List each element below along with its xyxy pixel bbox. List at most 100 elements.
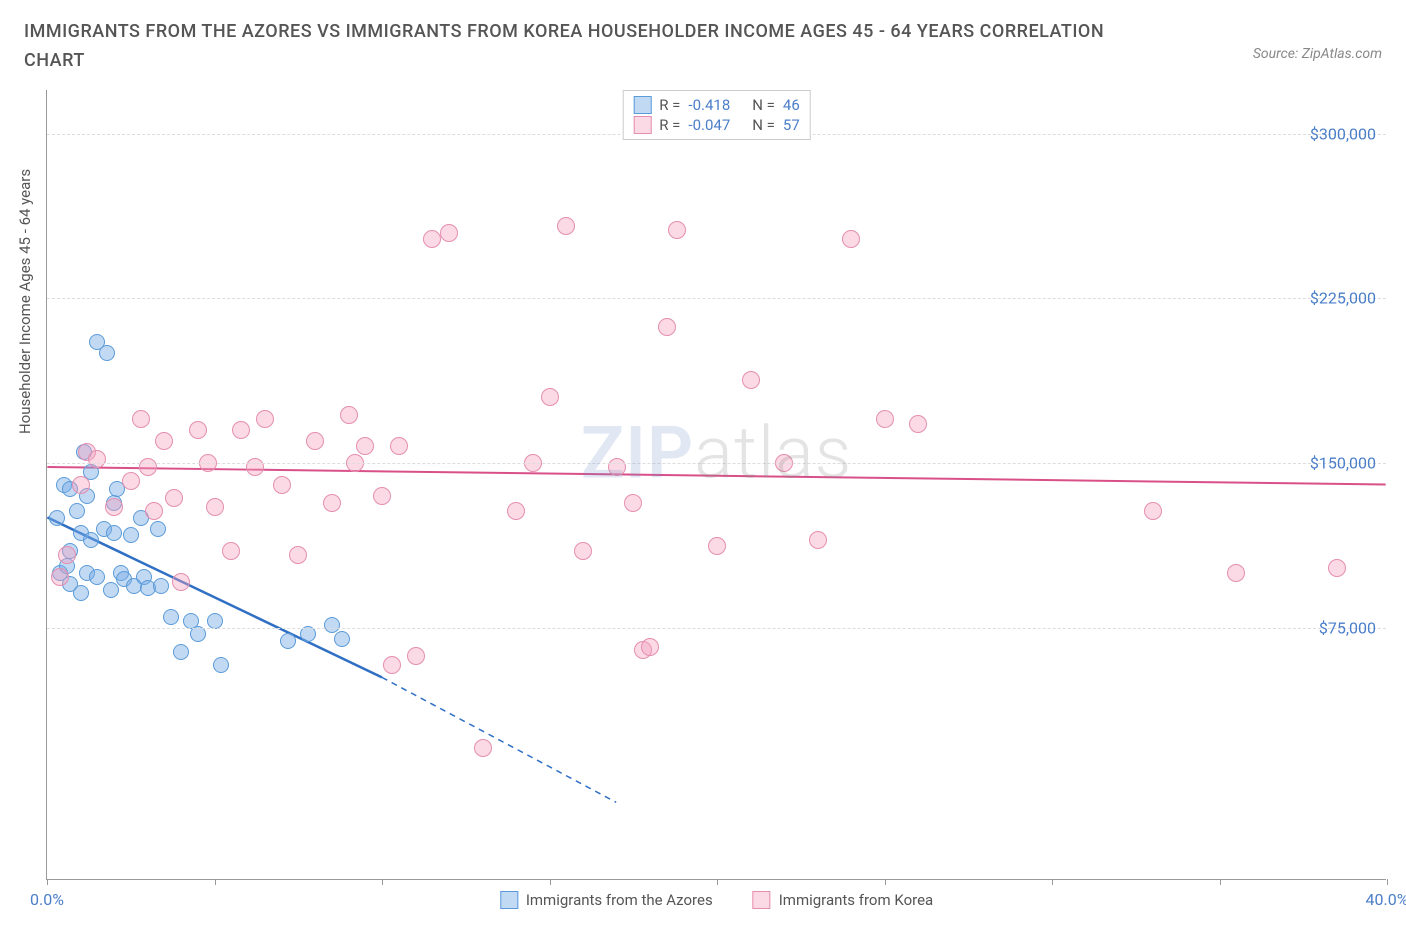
n-label: N =	[752, 96, 775, 114]
legend-item-korea: Immigrants from Korea	[753, 891, 933, 909]
point-korea	[641, 638, 659, 656]
x-tick	[1052, 879, 1053, 885]
point-korea	[306, 432, 324, 450]
point-korea	[373, 487, 391, 505]
legend-label-azores: Immigrants from the Azores	[526, 891, 713, 909]
x-tick	[1220, 879, 1221, 885]
point-korea	[88, 450, 106, 468]
x-tick	[382, 879, 383, 885]
legend-swatch-korea	[633, 116, 651, 134]
point-korea	[557, 217, 575, 235]
point-korea	[222, 542, 240, 560]
y-axis-title: Householder Income Ages 45 - 64 years	[16, 168, 34, 433]
point-korea	[340, 406, 358, 424]
r-value-korea: -0.047	[688, 116, 730, 134]
point-azores	[89, 569, 105, 585]
point-korea	[407, 647, 425, 665]
point-azores	[334, 631, 350, 647]
point-azores	[163, 609, 179, 625]
y-tick-label: $225,000	[1310, 289, 1376, 308]
point-korea	[809, 531, 827, 549]
point-korea	[145, 502, 163, 520]
point-azores	[103, 582, 119, 598]
point-korea	[256, 410, 274, 428]
gridline	[47, 298, 1386, 299]
point-azores	[73, 585, 89, 601]
point-korea	[165, 489, 183, 507]
point-korea	[708, 537, 726, 555]
point-korea	[58, 546, 76, 564]
point-korea	[189, 421, 207, 439]
point-azores	[150, 521, 166, 537]
point-korea	[246, 458, 264, 476]
point-korea	[206, 498, 224, 516]
chart-area: Householder Income Ages 45 - 64 years ZI…	[46, 90, 1386, 880]
chart-title: IMMIGRANTS FROM THE AZORES VS IMMIGRANTS…	[24, 18, 1124, 76]
gridline	[47, 628, 1386, 629]
point-korea	[390, 437, 408, 455]
point-korea	[1328, 559, 1346, 577]
legend-series: Immigrants from the Azores Immigrants fr…	[500, 891, 933, 909]
legend-stats-row-korea: R = -0.047 N = 57	[633, 115, 800, 135]
legend-stats-row-azores: R = -0.418 N = 46	[633, 95, 800, 115]
r-label: R =	[659, 96, 680, 114]
legend-stats: R = -0.418 N = 46 R = -0.047 N = 57	[622, 90, 811, 140]
x-tick	[717, 879, 718, 885]
point-korea	[122, 472, 140, 490]
legend-swatch-azores	[633, 96, 651, 114]
legend-swatch-korea-icon	[753, 891, 771, 909]
point-korea	[658, 318, 676, 336]
point-korea	[273, 476, 291, 494]
point-korea	[668, 221, 686, 239]
point-azores	[153, 578, 169, 594]
point-azores	[69, 503, 85, 519]
point-korea	[323, 494, 341, 512]
point-korea	[172, 573, 190, 591]
n-value-korea: 57	[783, 116, 800, 134]
point-korea	[155, 432, 173, 450]
legend-item-azores: Immigrants from the Azores	[500, 891, 713, 909]
x-tick	[885, 879, 886, 885]
n-value-azores: 46	[783, 96, 800, 114]
plot-area	[47, 90, 1386, 879]
r-label: R =	[659, 116, 680, 134]
point-korea	[51, 568, 69, 586]
x-tick-label: 40.0%	[1366, 890, 1406, 909]
x-tick	[1387, 879, 1388, 885]
point-korea	[909, 415, 927, 433]
y-tick-label: $300,000	[1310, 124, 1376, 143]
point-korea	[1144, 502, 1162, 520]
point-azores	[123, 527, 139, 543]
point-korea	[742, 371, 760, 389]
point-korea	[105, 498, 123, 516]
point-korea	[541, 388, 559, 406]
r-value-azores: -0.418	[688, 96, 730, 114]
x-tick	[47, 879, 48, 885]
point-azores	[49, 510, 65, 526]
legend-swatch-azores-icon	[500, 891, 518, 909]
point-korea	[608, 458, 626, 476]
point-korea	[574, 542, 592, 560]
point-korea	[356, 437, 374, 455]
legend-label-korea: Immigrants from Korea	[779, 891, 933, 909]
point-azores	[213, 657, 229, 673]
x-tick	[215, 879, 216, 885]
point-azores	[106, 525, 122, 541]
source-citation: Source: ZipAtlas.com	[1253, 46, 1382, 62]
point-korea	[139, 458, 157, 476]
n-label: N =	[752, 116, 775, 134]
point-korea	[842, 230, 860, 248]
point-azores	[173, 644, 189, 660]
point-korea	[383, 656, 401, 674]
point-azores	[83, 532, 99, 548]
gridline	[47, 463, 1386, 464]
point-korea	[876, 410, 894, 428]
point-korea	[72, 476, 90, 494]
point-azores	[280, 633, 296, 649]
point-korea	[474, 739, 492, 757]
x-tick-label: 0.0%	[30, 890, 64, 909]
y-tick-label: $75,000	[1319, 618, 1376, 637]
point-korea	[624, 494, 642, 512]
point-korea	[132, 410, 150, 428]
point-korea	[232, 421, 250, 439]
